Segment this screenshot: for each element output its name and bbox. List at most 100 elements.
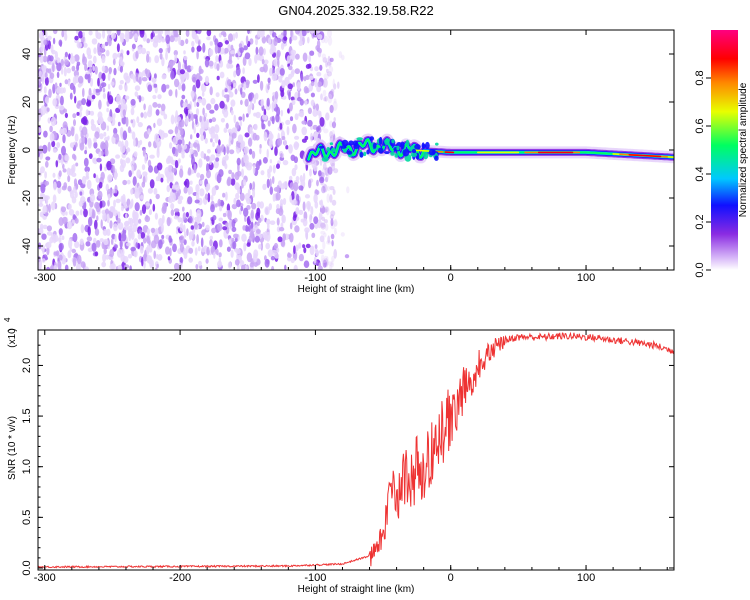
noise-blob	[52, 37, 56, 45]
noise-blob	[60, 58, 64, 66]
noise-blob	[145, 202, 150, 207]
noise-blob	[74, 54, 80, 62]
noise-blob	[76, 41, 83, 49]
noise-blob	[85, 170, 89, 178]
noise-blob	[329, 136, 334, 145]
noise-blob	[173, 215, 180, 220]
noise-blob	[98, 151, 102, 157]
noise-blob	[138, 229, 143, 234]
noise-blob	[134, 91, 139, 97]
noise-blob	[277, 236, 283, 243]
noise-blob	[173, 50, 178, 56]
noise-blob	[167, 155, 172, 164]
noise-blob	[170, 203, 175, 210]
noise-blob	[64, 59, 69, 66]
noise-blob	[56, 86, 62, 94]
noise-blob	[83, 266, 90, 270]
noise-blob	[133, 33, 138, 42]
noise-blob	[156, 118, 163, 127]
noise-blob	[167, 67, 171, 73]
noise-blob	[270, 255, 275, 261]
noise-blob	[154, 212, 158, 220]
noise-blob	[242, 67, 245, 75]
noise-blob	[230, 99, 236, 107]
noise-blob	[120, 248, 125, 257]
noise-blob	[269, 30, 273, 36]
noise-blob	[146, 109, 153, 118]
signal-blob	[342, 148, 347, 153]
noise-blob	[177, 199, 183, 205]
noise-blob	[303, 260, 310, 269]
noise-blob	[319, 235, 325, 243]
noise-blob	[124, 140, 129, 148]
noise-blob	[310, 80, 315, 87]
noise-blob	[76, 111, 80, 116]
noise-blob	[113, 67, 117, 76]
noise-blob	[196, 101, 200, 107]
noise-blob	[320, 93, 323, 101]
noise-blob	[218, 169, 224, 178]
noise-blob	[244, 132, 250, 138]
noise-blob	[259, 144, 262, 149]
noise-blob	[308, 75, 314, 81]
noise-blob	[142, 237, 147, 244]
noise-blob	[333, 227, 337, 235]
noise-blob	[195, 191, 200, 201]
noise-blob	[230, 109, 234, 116]
noise-blob	[240, 205, 244, 212]
noise-blob	[86, 236, 93, 242]
noise-blob	[310, 206, 314, 216]
noise-blob	[227, 176, 232, 186]
noise-blob	[332, 78, 335, 88]
noise-blob	[200, 134, 205, 141]
noise-blob	[218, 252, 222, 258]
noise-blob	[49, 125, 53, 133]
noise-blob	[112, 165, 116, 174]
noise-blob	[255, 111, 261, 119]
noise-blob	[169, 142, 173, 149]
noise-blob	[124, 33, 130, 43]
noise-blob	[224, 40, 229, 45]
noise-blob	[304, 194, 311, 199]
noise-blob	[185, 117, 189, 125]
noise-blob	[281, 80, 286, 89]
noise-blob	[39, 197, 43, 205]
noise-blob	[309, 245, 315, 256]
noise-blob	[76, 254, 82, 265]
noise-blob	[156, 33, 162, 43]
noise-blob	[186, 228, 189, 237]
noise-blob	[327, 55, 331, 63]
noise-blob	[64, 154, 70, 162]
signal-blob	[411, 148, 417, 154]
noise-blob	[197, 197, 203, 206]
noise-blob	[116, 43, 120, 53]
noise-blob	[52, 83, 56, 94]
noise-blob	[112, 188, 116, 194]
noise-blob	[187, 167, 192, 176]
noise-blob	[103, 238, 109, 246]
noise-blob	[56, 180, 62, 188]
noise-blob	[104, 148, 109, 157]
noise-blob	[232, 33, 236, 41]
noise-blob	[119, 56, 123, 66]
noise-blob	[295, 175, 300, 182]
noise-blob	[93, 237, 97, 244]
noise-blob	[125, 157, 131, 164]
noise-blob	[224, 47, 229, 54]
noise-blob	[58, 153, 62, 161]
noise-blob	[317, 81, 323, 88]
noise-blob	[330, 260, 334, 266]
noise-blob	[89, 193, 95, 203]
noise-blob	[53, 264, 58, 270]
noise-blob	[273, 242, 279, 250]
noise-blob	[124, 95, 130, 100]
noise-blob	[259, 147, 262, 155]
x-tick-label: 0	[448, 572, 454, 584]
noise-blob	[131, 164, 134, 175]
noise-blob	[72, 219, 76, 224]
noise-blob	[212, 215, 217, 221]
noise-blob	[214, 61, 218, 70]
noise-blob	[272, 193, 276, 202]
noise-blob	[46, 225, 53, 232]
noise-blob	[110, 32, 117, 39]
